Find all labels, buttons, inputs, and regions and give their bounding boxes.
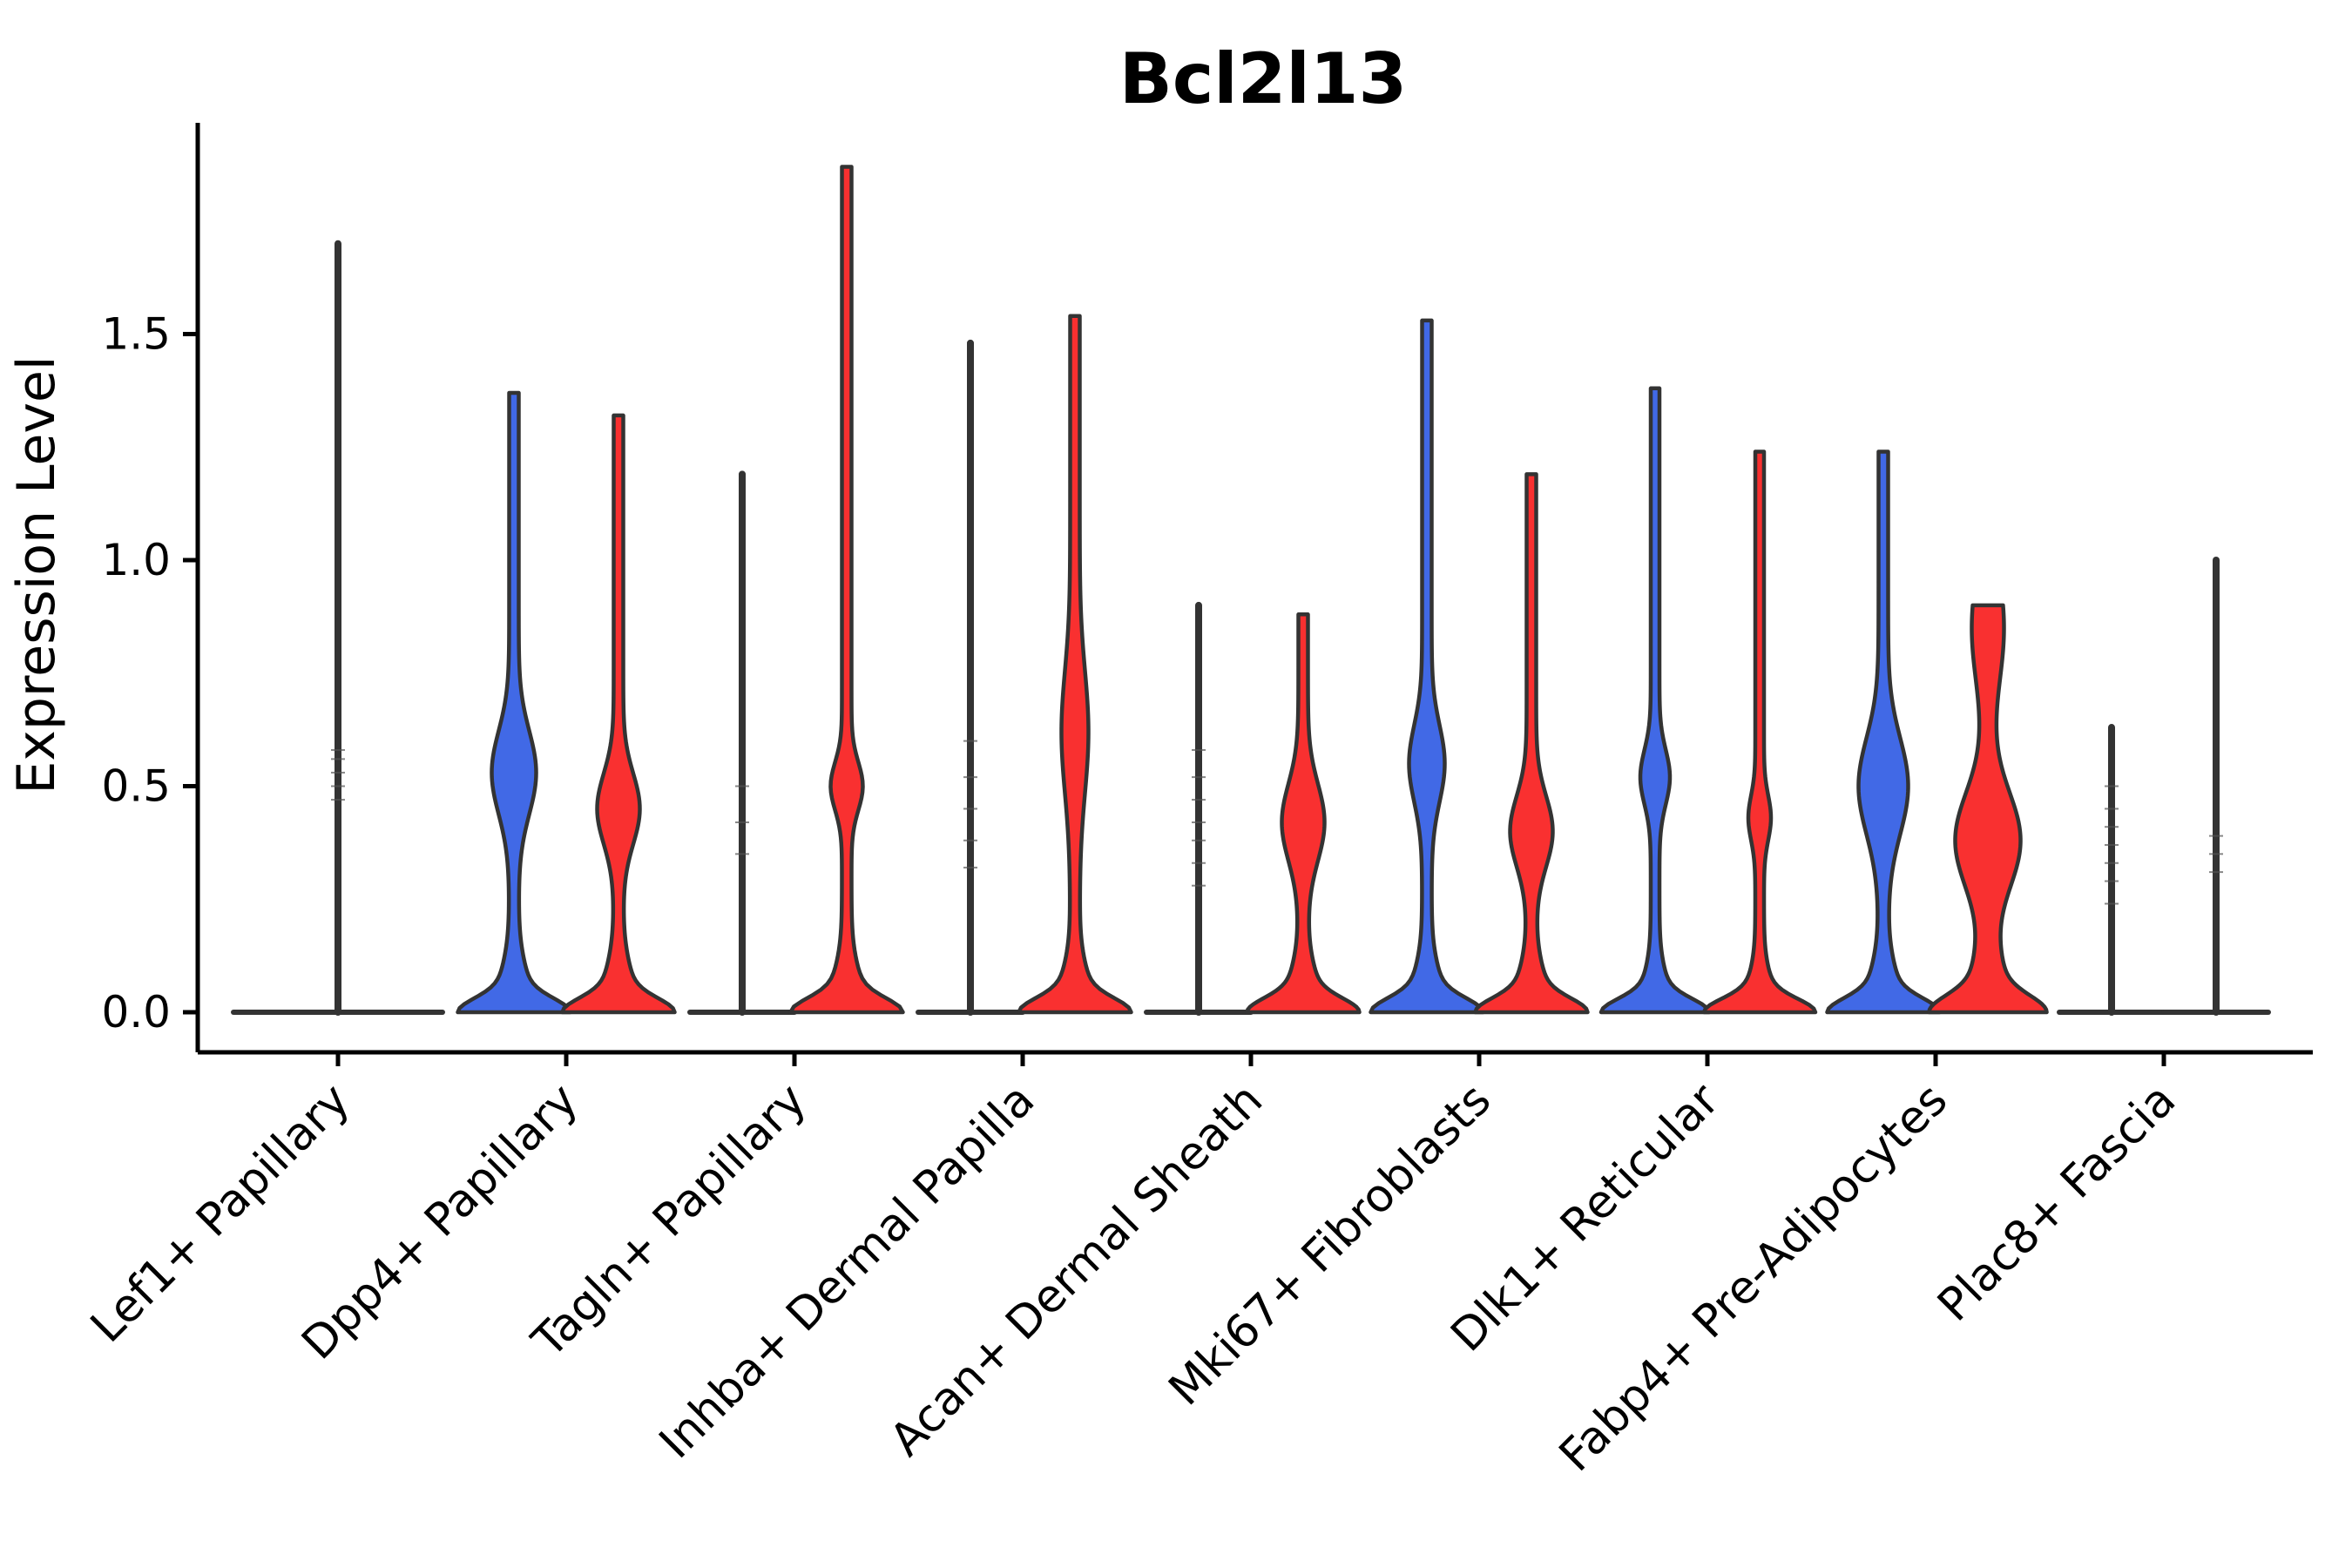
y-axis-title: Expression Level [6, 355, 67, 794]
violin-red [1245, 612, 1362, 1015]
x-tick-label: Inhba+ Dermal Papilla [650, 1074, 1044, 1469]
x-tick-label: Fabp4+ Pre-Adipocytes [1550, 1074, 1957, 1482]
x-tick-label: Acan+ Dermal Sheath [881, 1074, 1274, 1467]
y-tick-label: 0.0 [101, 987, 171, 1037]
violin-blue [1825, 449, 1942, 1015]
y-tick-label: 1.5 [101, 309, 171, 360]
violin-red [1927, 603, 2049, 1015]
violin-blue [456, 390, 572, 1015]
violin-red [788, 165, 905, 1015]
y-tick-label: 1.0 [101, 535, 171, 585]
violin-blue [1598, 386, 1712, 1015]
violin-blue [1369, 318, 1485, 1015]
violin-red [560, 413, 677, 1015]
x-tick-label: Plac8+ Fascia [1928, 1074, 2186, 1332]
violin-red [1473, 472, 1590, 1015]
violin-layer [231, 165, 2271, 1016]
violin-red [1017, 314, 1133, 1015]
chart-title: Bcl2l13 [1119, 38, 1407, 119]
violin-red [1701, 449, 1818, 1015]
y-tick-label: 0.5 [101, 761, 171, 812]
